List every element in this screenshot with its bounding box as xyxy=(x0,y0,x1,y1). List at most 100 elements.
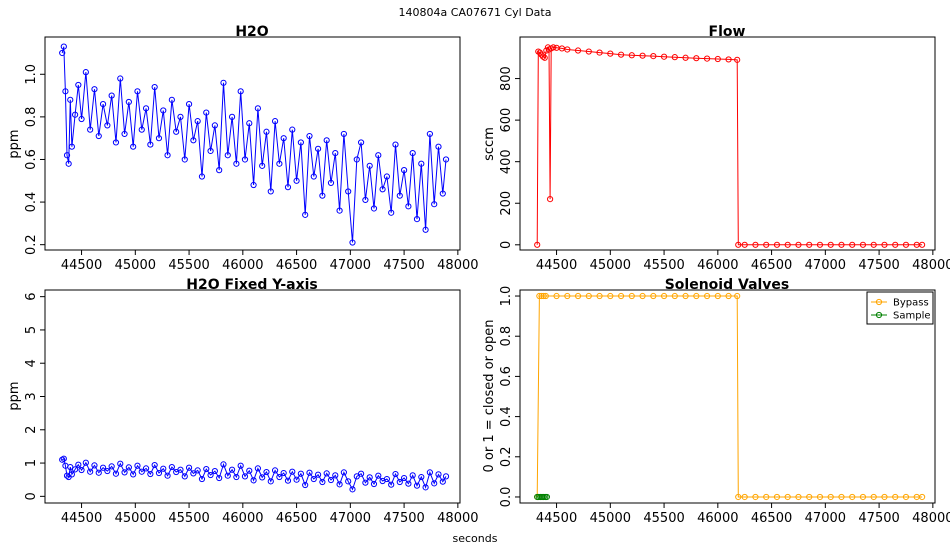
h2o-point xyxy=(78,115,85,123)
h2o-point xyxy=(198,173,206,180)
h2o-point xyxy=(233,160,240,167)
h2o-point xyxy=(284,184,292,191)
h2o-point xyxy=(418,160,425,167)
h2o-point xyxy=(138,126,145,133)
valves-x-tick-label: 46000 xyxy=(697,511,738,526)
valves-y-tick-label: 0.6 xyxy=(499,366,514,387)
h2o-fixed-point xyxy=(87,468,94,475)
h2o-point xyxy=(211,122,218,129)
h2o-point xyxy=(95,132,102,140)
h2o-fixed-x-tick-label: 45000 xyxy=(115,511,156,526)
valves-point xyxy=(564,292,571,300)
h2o-fixed-point xyxy=(409,472,416,479)
h2o-fixed-point xyxy=(237,462,244,469)
valves-point xyxy=(703,292,711,300)
h2o-point xyxy=(400,167,408,174)
h2o-fixed-point xyxy=(431,480,438,487)
h2o-fixed-point xyxy=(75,461,82,468)
h2o-point xyxy=(310,173,317,180)
h2o-fixed-point xyxy=(276,473,283,481)
h2o-fixed-point xyxy=(198,475,206,483)
h2o-point xyxy=(185,100,193,108)
h2o-point xyxy=(121,130,128,138)
panel-h2o-title: H2O xyxy=(235,24,268,40)
flow-x-tick-label: 45500 xyxy=(643,258,684,273)
flow-x-tick-label: 48000 xyxy=(912,258,950,273)
h2o-fixed-point xyxy=(60,455,67,462)
h2o-point xyxy=(353,156,360,163)
valves-point xyxy=(660,292,668,300)
h2o-fixed-point xyxy=(306,469,313,476)
h2o-point xyxy=(280,135,287,142)
h2o-fixed-point xyxy=(67,463,74,471)
h2o-point xyxy=(259,162,266,169)
valves-point xyxy=(682,292,689,300)
flow-point xyxy=(596,49,603,56)
h2o-fixed-point xyxy=(78,466,85,474)
flow-point xyxy=(918,241,926,248)
flow-y-tick-label: 600 xyxy=(499,108,514,133)
h2o-fixed-point xyxy=(375,472,382,479)
panel-h2o-fixed-title: H2O Fixed Y-axis xyxy=(186,277,318,293)
h2o-point xyxy=(134,88,141,95)
h2o-fixed-point xyxy=(297,470,304,477)
h2o-point xyxy=(413,216,421,223)
h2o-fixed-point xyxy=(280,469,287,477)
h2o-fixed-point xyxy=(194,467,201,474)
h2o-fixed-point xyxy=(142,465,150,472)
h2o-fixed-point xyxy=(254,465,261,472)
h2o-fixed-point xyxy=(108,463,115,470)
h2o-point xyxy=(112,139,120,146)
h2o-fixed-point xyxy=(284,477,292,484)
h2o-fixed-point xyxy=(138,468,145,475)
h2o-point xyxy=(409,149,416,157)
flow-point xyxy=(849,241,856,248)
h2o-fixed-point xyxy=(130,471,137,478)
flow-point xyxy=(607,50,614,57)
h2o-point xyxy=(142,105,150,112)
flow-point xyxy=(827,241,834,248)
h2o-fixed-point xyxy=(155,469,163,477)
h2o-fixed-point xyxy=(121,469,128,476)
valves-point xyxy=(585,292,592,300)
flow-point xyxy=(617,51,625,58)
h2o-fixed-point xyxy=(366,474,373,481)
h2o-fixed-point xyxy=(190,470,197,477)
h2o-x-tick-label: 48000 xyxy=(437,258,478,273)
valves-point xyxy=(827,493,834,501)
flow-point xyxy=(660,53,668,60)
h2o-point xyxy=(366,162,373,169)
valves-point xyxy=(639,292,646,300)
h2o-point xyxy=(181,156,188,163)
h2o-point xyxy=(442,156,450,163)
h2o-point xyxy=(224,152,231,159)
h2o-point xyxy=(207,147,214,155)
h2o-point xyxy=(332,149,339,157)
valves-y-tick-label: 1.0 xyxy=(499,286,514,307)
h2o-fixed-point xyxy=(302,481,309,489)
h2o-fixed-x-tick-label: 46000 xyxy=(222,511,263,526)
h2o-fixed-point xyxy=(349,486,356,493)
h2o-plot-frame xyxy=(44,36,461,251)
valves-point xyxy=(714,292,721,300)
h2o-point xyxy=(168,96,175,103)
valves-y-tick-label: 0.2 xyxy=(499,446,514,467)
h2o-fixed-y-tick-label: 4 xyxy=(24,359,39,367)
h2o-x-tick-label: 46500 xyxy=(276,258,317,273)
h2o-point xyxy=(228,113,236,120)
valves-legend xyxy=(866,291,934,325)
valves-point xyxy=(892,493,899,501)
h2o-point xyxy=(177,113,184,120)
h2o-fixed-point xyxy=(405,480,412,487)
flow-point xyxy=(547,195,554,203)
valves-point xyxy=(741,493,748,501)
h2o-fixed-point xyxy=(314,471,322,478)
h2o-point xyxy=(289,126,296,133)
h2o-fixed-point xyxy=(181,473,188,480)
h2o-fixed-point xyxy=(250,477,257,484)
h2o-fixed-point xyxy=(72,466,79,473)
valves-point xyxy=(773,493,781,501)
valves-x-tick-label: 44500 xyxy=(536,511,577,526)
valves-y-tick-label: 0.0 xyxy=(499,487,514,508)
